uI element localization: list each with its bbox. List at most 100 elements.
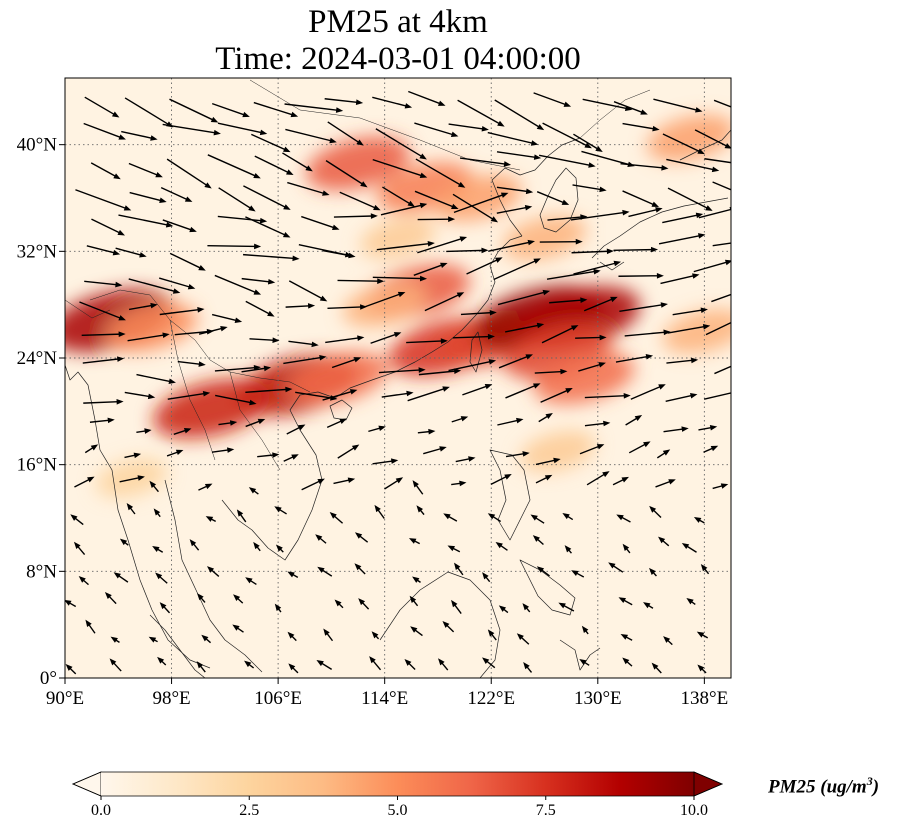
wind-arrow	[331, 357, 362, 369]
wind-arrow	[516, 633, 530, 645]
wind-arrow	[324, 98, 364, 105]
wind-arrow	[549, 297, 588, 304]
wind-arrow	[532, 535, 544, 545]
wind-arrow	[358, 598, 370, 610]
colorbar-tick-label: 0.0	[91, 802, 111, 819]
wind-arrow	[712, 483, 729, 490]
wind-arrow	[323, 628, 334, 642]
wind-arrow	[667, 187, 713, 211]
wind-arrow	[505, 451, 530, 458]
wind-arrow	[153, 508, 161, 518]
wind-arrow	[206, 566, 220, 577]
wind-arrow	[442, 621, 455, 633]
wind-arrow	[334, 599, 344, 609]
wind-arrow	[630, 384, 666, 400]
wind-arrow	[104, 591, 117, 605]
wind-arrow	[245, 386, 293, 393]
wind-arrow	[115, 247, 147, 258]
pm25-hotspot	[647, 114, 731, 162]
wind-arrow	[451, 480, 467, 487]
lat-tick-label: 0°	[40, 668, 57, 689]
wind-arrow	[618, 272, 664, 279]
wind-arrow	[169, 252, 206, 271]
wind-arrow	[655, 479, 676, 488]
wind-arrow	[496, 151, 542, 160]
wind-arrow	[79, 301, 126, 321]
wind-arrow	[571, 248, 614, 255]
wind-arrow	[573, 260, 622, 275]
wind-arrow	[409, 595, 419, 607]
wind-arrow	[211, 102, 250, 118]
wind-arrow	[128, 278, 181, 294]
wind-arrow	[487, 513, 502, 523]
wind-arrow	[417, 428, 436, 435]
wind-arrow	[363, 291, 406, 308]
wind-arrow	[160, 186, 193, 202]
wind-arrow	[584, 392, 631, 399]
wind-arrow	[274, 506, 287, 515]
wind-arrow	[608, 562, 624, 573]
wind-arrow	[372, 275, 428, 282]
wind-arrow	[288, 280, 328, 302]
wind-arrow	[666, 158, 720, 173]
wind-arrow	[159, 307, 205, 316]
colorbar-title-text: PM25 (ug/m	[768, 776, 867, 798]
wind-arrow	[189, 539, 200, 551]
wind-arrow	[285, 128, 337, 144]
wind-arrow	[497, 289, 551, 306]
wind-arrow	[81, 331, 126, 337]
wind-arrow	[249, 337, 280, 343]
wind-arrow	[196, 661, 206, 673]
wind-arrow	[166, 449, 184, 457]
wind-arrow	[254, 155, 294, 176]
wind-arrow	[119, 475, 145, 483]
wind-arrow	[129, 302, 158, 311]
wind-arrow	[372, 96, 413, 109]
wind-arrow	[703, 392, 731, 400]
wind-arrow	[158, 277, 196, 290]
wind-arrow	[287, 181, 330, 196]
wind-arrow	[339, 191, 381, 211]
wind-arrow	[301, 478, 325, 491]
wind-arrow	[522, 603, 531, 613]
wind-arrow	[201, 634, 212, 644]
wind-arrow	[257, 452, 280, 458]
wind-arrow	[232, 624, 244, 633]
colorbar: 0.0 2.5 5.0 7.5 10.0	[71, 771, 724, 819]
wind-arrow	[382, 186, 415, 207]
wind-arrow	[663, 426, 689, 433]
wind-arrow	[498, 354, 533, 369]
pm25-hotspot	[502, 215, 587, 261]
wind-arrow	[110, 636, 120, 643]
wind-arrow	[448, 123, 489, 132]
wind-arrow	[586, 471, 610, 486]
wind-arrow	[283, 454, 299, 462]
pm25-hotspot	[342, 282, 427, 328]
wind-arrow	[177, 360, 206, 367]
wind-arrow	[558, 602, 575, 612]
wind-arrow	[451, 599, 462, 614]
wind-arrow	[326, 418, 347, 429]
wind-arrow	[665, 393, 698, 402]
wind-arrow	[482, 572, 491, 583]
wind-arrow	[454, 562, 464, 576]
colorbar-title: PM25 (ug/m3)	[768, 774, 879, 798]
wind-arrow	[329, 512, 344, 524]
wind-arrow	[546, 268, 601, 280]
wind-arrow	[288, 663, 299, 674]
wind-arrow	[74, 476, 95, 488]
wind-arrow	[536, 191, 570, 205]
wind-arrow	[337, 444, 360, 459]
map-subtitle-time: Time: 2024-03-01 04:00:00	[215, 41, 581, 77]
wind-arrow	[698, 425, 718, 431]
wind-arrow	[286, 424, 306, 435]
wind-arrow	[498, 605, 509, 614]
pm25-hotspot	[95, 458, 168, 498]
wind-arrow	[658, 536, 670, 547]
wind-arrow	[443, 513, 458, 522]
wind-arrow	[658, 233, 706, 245]
wind-arrow	[207, 243, 262, 250]
wind-arrow	[663, 636, 673, 646]
wind-arrow	[406, 338, 448, 344]
wind-arrow	[653, 98, 703, 113]
